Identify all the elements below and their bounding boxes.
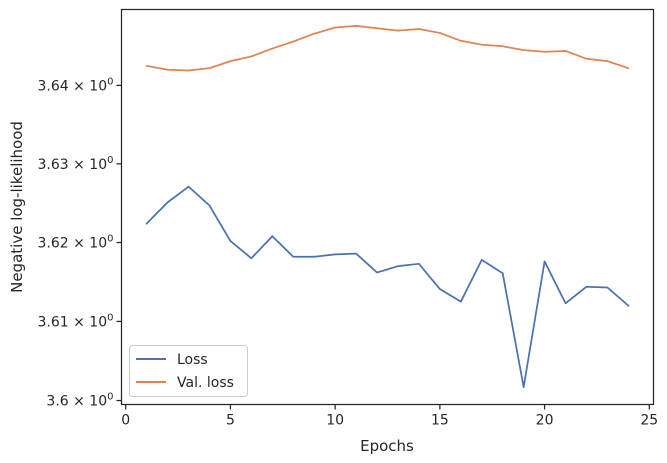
legend-label-loss: Loss — [177, 352, 208, 368]
data-point — [606, 60, 609, 62]
data-point — [355, 252, 357, 255]
data-point — [271, 47, 274, 50]
y-tick-label: 3.61 × 100 — [38, 312, 114, 330]
data-point — [501, 272, 504, 275]
data-point — [376, 27, 378, 30]
data-point — [355, 25, 357, 27]
x-axis-label: Epochs — [360, 437, 414, 455]
data-point — [418, 28, 420, 30]
data-point — [145, 222, 148, 225]
y-tick-label: 3.62 × 100 — [38, 234, 114, 252]
plot-frame — [120, 8, 655, 406]
axis-ticks: 0 5 10 15 20 25 3.6 × 100 3.61 × 100 3.62 × 100 3… — [38, 76, 659, 428]
x-tick-label: 10 — [326, 413, 344, 429]
data-point — [250, 55, 253, 58]
data-point — [166, 201, 169, 204]
x-tick-label: 25 — [640, 413, 658, 429]
data-point — [313, 32, 315, 35]
data-point — [564, 50, 567, 52]
data-point — [439, 288, 441, 290]
data-point — [606, 286, 609, 289]
data-point — [522, 386, 525, 388]
data-point — [585, 57, 588, 60]
data-point — [585, 285, 588, 288]
data-point — [250, 257, 253, 260]
data-point — [480, 43, 483, 46]
data-point — [376, 271, 378, 274]
data-point — [564, 302, 567, 305]
data-point — [627, 304, 630, 307]
data-point — [187, 69, 190, 72]
data-point — [627, 67, 630, 69]
data-point — [397, 29, 399, 32]
y-tick-label: 3.63 × 100 — [38, 155, 114, 173]
y-tick-label: 3.64 × 100 — [38, 76, 114, 94]
series-line-val-loss — [145, 25, 630, 72]
data-point — [229, 60, 232, 62]
data-point — [166, 68, 169, 71]
x-tick-label: 0 — [121, 413, 130, 429]
data-point — [313, 255, 315, 258]
data-point — [208, 204, 211, 207]
data-point — [522, 49, 525, 51]
data-point — [271, 235, 274, 238]
data-point — [292, 255, 295, 258]
y-tick-label: 3.6 × 100 — [46, 392, 113, 410]
data-point — [460, 39, 462, 42]
legend: Loss Val. loss — [129, 345, 248, 397]
y-axis-label: Negative log-likelihood — [8, 121, 26, 293]
data-point — [334, 253, 336, 256]
data-point — [145, 65, 148, 67]
data-point — [480, 259, 483, 261]
data-point — [208, 67, 211, 69]
data-point — [543, 260, 546, 263]
data-point — [543, 50, 546, 53]
data-point — [397, 265, 399, 267]
data-point — [439, 32, 441, 34]
legend-label-val-loss: Val. loss — [177, 375, 234, 391]
series-lines — [145, 25, 630, 388]
data-point — [187, 185, 190, 188]
x-tick-label: 5 — [226, 413, 235, 429]
data-point — [501, 45, 504, 48]
x-tick-label: 20 — [536, 413, 554, 429]
data-point — [229, 240, 232, 242]
data-point — [418, 263, 420, 265]
data-point — [460, 300, 462, 303]
x-tick-label: 15 — [431, 413, 449, 429]
series-line-loss — [145, 185, 630, 388]
data-point — [334, 26, 336, 29]
data-point — [292, 40, 295, 43]
